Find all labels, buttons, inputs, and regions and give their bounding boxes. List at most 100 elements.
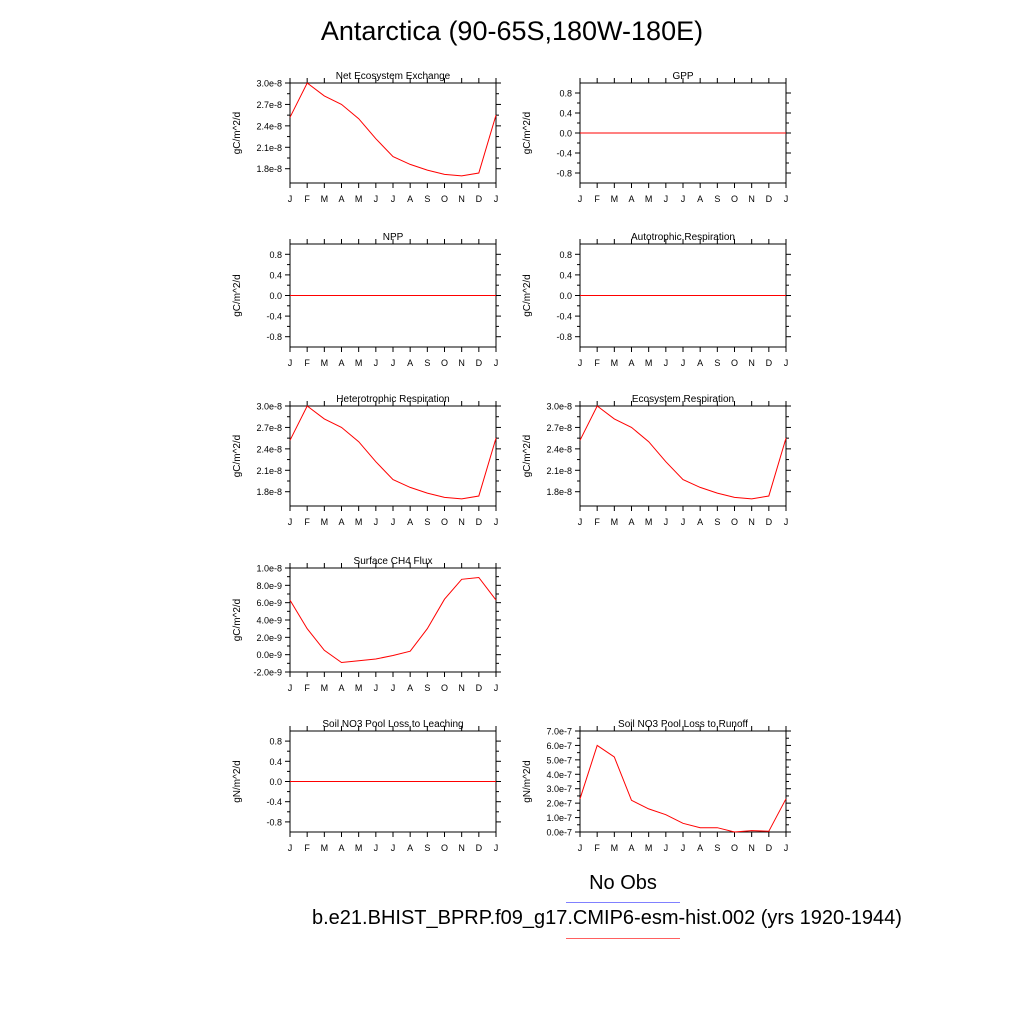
y-tick-label: 2.7e-8	[546, 423, 572, 433]
y-tick-label: 0.8	[269, 250, 282, 260]
x-tick-label: A	[407, 194, 413, 204]
y-axis-label: gN/m^2/d	[522, 760, 533, 803]
x-tick-label: F	[304, 358, 310, 368]
panel-title: Soil NO3 Pool Loss to Runoff	[618, 719, 748, 730]
y-tick-label: -2.0e-9	[253, 668, 282, 678]
x-tick-label: F	[594, 194, 600, 204]
x-tick-label: D	[476, 683, 483, 693]
x-tick-label: J	[784, 843, 789, 853]
series-line	[289, 576, 497, 664]
y-tick-label: 0.0	[559, 129, 572, 139]
x-tick-label: J	[391, 517, 396, 527]
x-tick-label: M	[355, 843, 363, 853]
panel-title: NPP	[383, 232, 404, 243]
y-tick-label: 0.0e-9	[256, 650, 282, 660]
y-axis-label: gC/m^2/d	[232, 112, 243, 155]
y-tick-label: 2.4e-8	[256, 444, 282, 454]
x-tick-label: J	[391, 194, 396, 204]
y-tick-label: 2.4e-8	[256, 121, 282, 131]
legend-case-line	[566, 938, 680, 939]
x-tick-label: J	[494, 683, 499, 693]
x-tick-label: J	[494, 194, 499, 204]
x-tick-label: J	[664, 843, 669, 853]
x-tick-label: J	[784, 358, 789, 368]
y-tick-label: 6.0e-9	[256, 598, 282, 608]
y-tick-label: 4.0e-9	[256, 616, 282, 626]
y-tick-label: 2.7e-8	[256, 423, 282, 433]
x-tick-label: M	[611, 843, 619, 853]
plot-frame	[579, 405, 787, 507]
x-tick-label: J	[391, 683, 396, 693]
x-tick-label: N	[458, 194, 465, 204]
y-axis-label: gC/m^2/d	[232, 599, 243, 642]
y-tick-label: 2.1e-8	[256, 143, 282, 153]
x-tick-label: A	[338, 683, 344, 693]
y-tick-label: 5.0e-7	[546, 755, 572, 765]
x-tick-label: D	[476, 517, 483, 527]
y-tick-label: 1.8e-8	[256, 164, 282, 174]
x-tick-label: S	[424, 358, 430, 368]
y-tick-label: -0.8	[556, 332, 572, 342]
series-line	[289, 405, 497, 500]
x-tick-label: J	[664, 358, 669, 368]
y-tick-label: 2.0e-7	[546, 799, 572, 809]
y-tick-label: 1.0e-7	[546, 813, 572, 823]
x-tick-label: D	[766, 517, 773, 527]
x-tick-label: O	[441, 194, 448, 204]
y-tick-label: 2.1e-8	[546, 466, 572, 476]
x-tick-label: J	[391, 843, 396, 853]
x-tick-label: F	[304, 517, 310, 527]
x-tick-label: A	[407, 517, 413, 527]
plot-frame	[289, 405, 497, 507]
x-tick-label: M	[355, 683, 363, 693]
x-tick-label: J	[374, 358, 379, 368]
x-tick-label: S	[424, 683, 430, 693]
x-tick-label: O	[441, 358, 448, 368]
y-tick-label: 0.0e-7	[546, 828, 572, 838]
x-tick-label: N	[748, 358, 755, 368]
x-tick-label: S	[714, 358, 720, 368]
y-tick-label: 0.8	[559, 89, 572, 99]
x-tick-label: J	[288, 194, 293, 204]
x-tick-label: M	[611, 358, 619, 368]
x-tick-label: M	[645, 843, 653, 853]
figure-title: Antarctica (90-65S,180W-180E)	[320, 16, 704, 46]
x-tick-label: A	[338, 517, 344, 527]
x-tick-label: A	[697, 843, 703, 853]
panel-8: Soil NO3 Pool Loss to Leaching gN/m^2/d J F…	[232, 719, 501, 853]
x-tick-label: D	[766, 194, 773, 204]
x-tick-label: S	[424, 843, 430, 853]
panel-title: Surface CH4 Flux	[354, 556, 433, 567]
y-tick-label: 2.0e-9	[256, 633, 282, 643]
y-tick-label: 4.0e-7	[546, 770, 572, 780]
x-tick-label: J	[288, 843, 293, 853]
x-tick-label: O	[731, 358, 738, 368]
x-tick-label: D	[476, 358, 483, 368]
y-axis-label: gC/m^2/d	[232, 435, 243, 478]
legend-obs-label: No Obs	[589, 872, 657, 894]
x-tick-label: N	[748, 194, 755, 204]
x-tick-label: J	[681, 358, 686, 368]
y-tick-label: 3.0e-8	[546, 402, 572, 412]
y-tick-label: -0.8	[556, 169, 572, 179]
x-tick-label: J	[681, 517, 686, 527]
x-tick-label: D	[476, 843, 483, 853]
x-tick-label: N	[458, 358, 465, 368]
y-axis-label: gC/m^2/d	[522, 274, 533, 317]
panel-title: Autotrophic Respiration	[631, 232, 735, 243]
legend-case-label: b.e21.BHIST_BPRP.f09_g17.CMIP6-esm-hist.…	[312, 907, 902, 929]
series-line	[579, 744, 787, 833]
series-line	[579, 405, 787, 500]
x-tick-label: O	[441, 517, 448, 527]
x-tick-label: A	[407, 683, 413, 693]
x-tick-label: J	[578, 843, 583, 853]
x-tick-label: N	[458, 517, 465, 527]
y-axis-label: gN/m^2/d	[232, 760, 243, 803]
x-tick-label: S	[714, 517, 720, 527]
x-tick-label: M	[321, 194, 329, 204]
y-tick-label: 1.8e-8	[546, 487, 572, 497]
